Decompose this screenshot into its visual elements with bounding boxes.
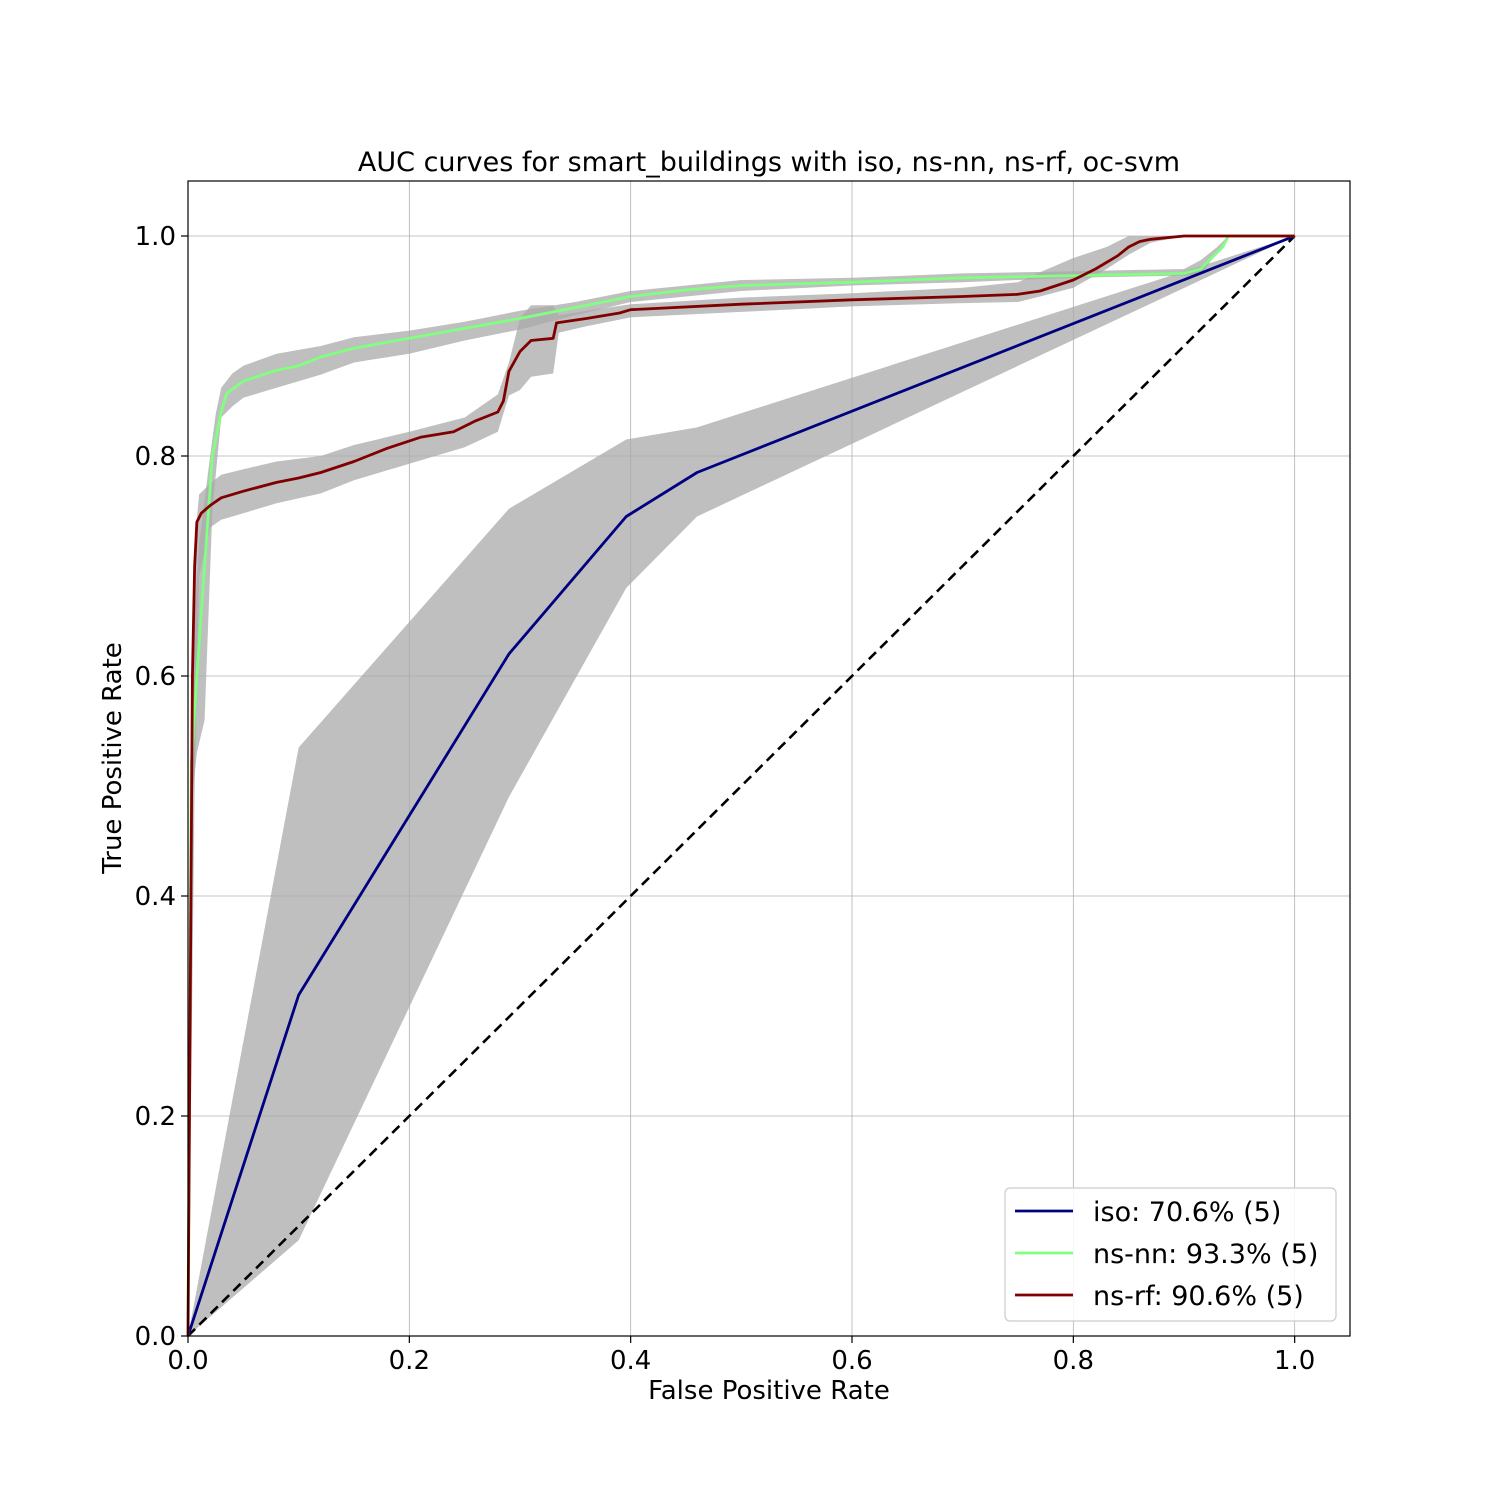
plot-frame (187, 180, 1351, 1337)
legend-entry-label: ns-rf: 90.6% (5) (1093, 1281, 1304, 1312)
y-tick-label: 0.6 (135, 662, 176, 692)
x-tick-label: 0.4 (610, 1346, 651, 1376)
y-tick-label: 0.2 (135, 1102, 176, 1132)
y-tick-label: 0.8 (135, 442, 176, 472)
series-lines (186, 234, 1296, 1337)
y-tick-label: 0.4 (135, 882, 176, 912)
legend-box (1004, 1187, 1337, 1322)
y-tick-label: 1.0 (135, 222, 176, 252)
x-axis-label: False Positive Rate (648, 1376, 890, 1406)
chart-title: AUC curves for smart_buildings with iso,… (358, 147, 1180, 178)
x-axis-ticks: 0.0 0.2 0.4 0.6 0.8 1.0 (167, 1336, 1315, 1376)
y-axis-label: True Positive Rate (98, 642, 128, 875)
legend-entry-label: iso: 70.6% (5) (1093, 1197, 1281, 1228)
y-tick-label: 0.0 (135, 1322, 176, 1352)
series-line (186, 234, 1295, 1337)
legend: iso: 70.6% (5) ns-nn: 93.3% (5) ns-rf: 90.… (1004, 1187, 1337, 1322)
series-line (186, 234, 1296, 1337)
x-tick-label: 0.0 (167, 1346, 208, 1376)
y-axis-ticks: 0.0 0.2 0.4 0.6 0.8 1.0 (135, 222, 188, 1352)
x-tick-label: 0.8 (1053, 1346, 1094, 1376)
x-tick-label: 1.0 (1274, 1346, 1315, 1376)
chance-diagonal-line (187, 235, 1296, 1337)
series-line (186, 234, 1295, 1337)
x-tick-label: 0.2 (389, 1346, 430, 1376)
legend-entry-label: ns-nn: 93.3% (5) (1093, 1239, 1318, 1270)
x-tick-label: 0.6 (831, 1346, 872, 1376)
